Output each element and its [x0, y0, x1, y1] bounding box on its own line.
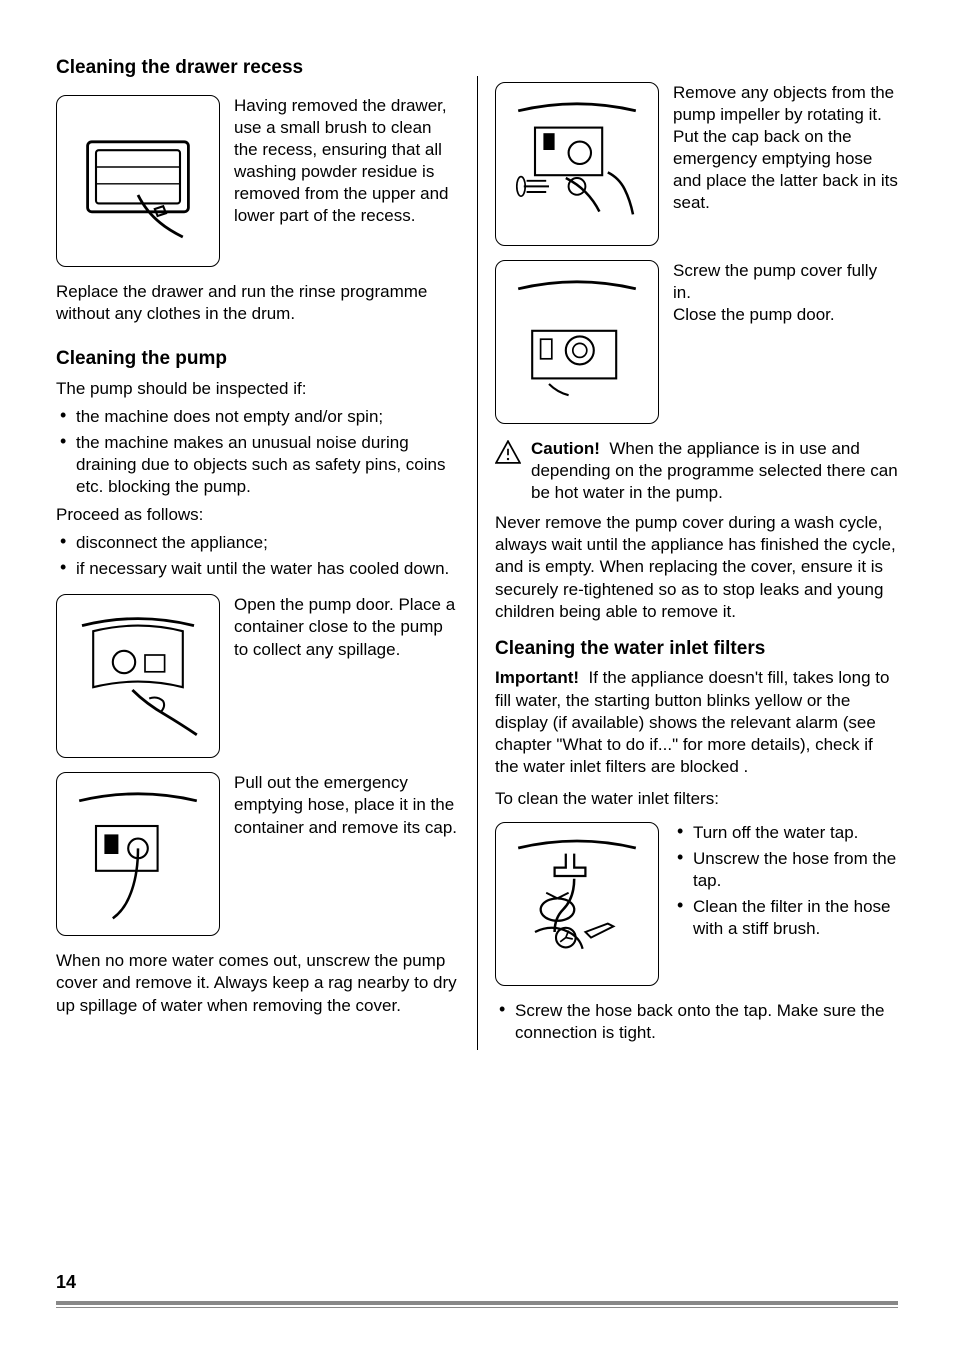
pump-steps-list: disconnect the appliance; if necessary w…	[56, 532, 459, 580]
inlet-lead: To clean the water inlet filters:	[495, 788, 898, 810]
list-item: the machine makes an unusual noise durin…	[56, 432, 459, 498]
list-item: Clean the filter in the hose with a stif…	[673, 896, 898, 940]
left-column: Cleaning the drawer recess Having remove…	[56, 56, 477, 1050]
two-column-layout: Cleaning the drawer recess Having remove…	[56, 56, 898, 1050]
caution-label: Caution!	[531, 439, 600, 458]
figure-inlet-filter: Turn off the water tap. Unscrew the hose…	[495, 822, 898, 986]
pump-impeller-icon	[507, 94, 647, 234]
important-label: Important!	[495, 668, 579, 687]
right-column: Remove any objects from the pump impelle…	[477, 56, 898, 1050]
page-number: 14	[56, 1271, 76, 1294]
heading-drawer-recess: Cleaning the drawer recess	[56, 56, 459, 81]
pump-door-icon	[68, 606, 208, 746]
heading-inlet-filters: Cleaning the water inlet filters	[495, 637, 898, 662]
pump-after: When no more water comes out, unscrew th…	[56, 950, 459, 1016]
drawer-recess-caption: Having removed the drawer, use a small b…	[234, 95, 459, 267]
figure-pump-impeller: Remove any objects from the pump impelle…	[495, 82, 898, 246]
drawer-recess-after: Replace the drawer and run the rinse pro…	[56, 281, 459, 325]
illustration-drawer-recess	[56, 95, 220, 267]
emergency-hose-caption: Pull out the emergency emptying hose, pl…	[234, 772, 459, 936]
list-item: the machine does not empty and/or spin;	[56, 406, 459, 428]
illustration-emergency-hose	[56, 772, 220, 936]
heading-pump: Cleaning the pump	[56, 347, 459, 372]
warning-icon	[495, 440, 521, 464]
pump-impeller-caption: Remove any objects from the pump impelle…	[673, 82, 898, 246]
illustration-inlet-filter	[495, 822, 659, 986]
important-block: Important! If the appliance doesn't fill…	[495, 667, 898, 777]
caution-text: Caution! When the appliance is in use an…	[531, 438, 898, 504]
column-separator	[477, 76, 478, 1050]
illustration-pump-impeller	[495, 82, 659, 246]
caution-rest: Never remove the pump cover during a was…	[495, 512, 898, 622]
pump-proceed: Proceed as follows:	[56, 504, 459, 526]
figure-screw-cover: Screw the pump cover fully in. Close the…	[495, 260, 898, 424]
list-item: Screw the hose back onto the tap. Make s…	[495, 1000, 898, 1044]
emergency-hose-icon	[68, 784, 208, 924]
list-item: if necessary wait until the water has co…	[56, 558, 459, 580]
figure-emergency-hose: Pull out the emergency emptying hose, pl…	[56, 772, 459, 936]
figure-drawer-recess: Having removed the drawer, use a small b…	[56, 95, 459, 267]
footer-rule	[56, 1301, 898, 1308]
screw-cover-caption: Screw the pump cover fully in. Close the…	[673, 260, 898, 424]
inlet-filter-icon	[507, 834, 647, 974]
inlet-after-list: Screw the hose back onto the tap. Make s…	[495, 1000, 898, 1044]
open-pump-door-caption: Open the pump door. Place a container cl…	[234, 594, 459, 758]
caution-block: Caution! When the appliance is in use an…	[495, 438, 898, 510]
pump-conditions-list: the machine does not empty and/or spin; …	[56, 406, 459, 498]
list-item: disconnect the appliance;	[56, 532, 459, 554]
list-item: Turn off the water tap.	[673, 822, 898, 844]
list-item: Unscrew the hose from the tap.	[673, 848, 898, 892]
drawer-recess-icon	[68, 111, 208, 251]
screw-cover-icon	[507, 272, 647, 412]
illustration-open-pump-door	[56, 594, 220, 758]
illustration-screw-cover	[495, 260, 659, 424]
pump-intro: The pump should be inspected if:	[56, 378, 459, 400]
inlet-bullets-wrap: Turn off the water tap. Unscrew the hose…	[673, 822, 898, 986]
inlet-filter-list: Turn off the water tap. Unscrew the hose…	[673, 822, 898, 940]
figure-open-pump-door: Open the pump door. Place a container cl…	[56, 594, 459, 758]
